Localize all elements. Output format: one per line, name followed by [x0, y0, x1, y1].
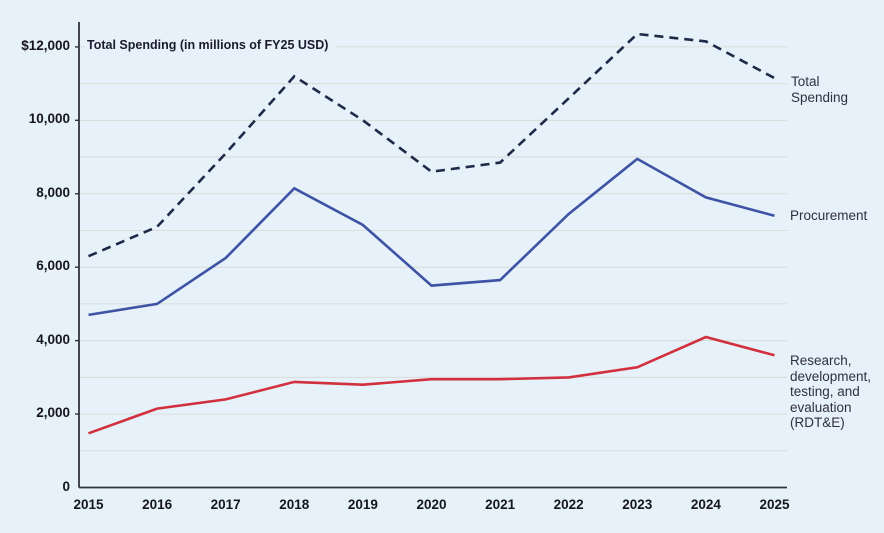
- series-label-line: Procurement: [790, 208, 868, 223]
- x-axis-label-2019: 2019: [347, 497, 378, 512]
- chart-title: Total Spending (in millions of FY25 USD): [85, 37, 337, 53]
- y-axis-label-12000: $12,000: [21, 37, 70, 53]
- series-label-line: testing, and: [790, 384, 860, 399]
- x-axis-label-2023: 2023: [622, 497, 653, 512]
- series-label-line: Spending: [791, 89, 849, 105]
- series-label-line: Research,: [790, 353, 852, 368]
- series-line-total-spending: [87, 32, 776, 258]
- x-axis-label-2024: 2024: [690, 497, 721, 512]
- series-line-research-development-testing-and-evaluation-rdt-e: [88, 335, 775, 435]
- series-line-procurement: [88, 157, 775, 317]
- x-axis-label-2021: 2021: [485, 497, 516, 512]
- y-axis-label-10000: 10,000: [28, 111, 70, 127]
- series-label-line: Total: [791, 74, 820, 89]
- series-label-total-spending: Total Spending: [791, 74, 848, 105]
- x-axis-label-2022: 2022: [553, 497, 584, 512]
- y-axis-label-8000: 8,000: [36, 184, 70, 200]
- x-axis-label-2016: 2016: [142, 497, 173, 512]
- series-label-research-development-testing-and-evaluation-rdt-e: Research, development, testing, and evaluat…: [790, 353, 871, 431]
- x-axis-label-2017: 2017: [210, 497, 241, 512]
- series-label-line: (RDT&E): [790, 415, 845, 430]
- series-label-line: evaluation: [790, 399, 852, 415]
- x-axis-label-2025: 2025: [759, 497, 790, 512]
- y-axis-label-2000: 2,000: [36, 405, 70, 421]
- x-axis-label-2018: 2018: [279, 497, 310, 512]
- y-axis-label-6000: 6,000: [36, 258, 70, 274]
- y-axis-label-4000: 4,000: [36, 331, 70, 347]
- series-label-procurement: Procurement: [790, 208, 867, 224]
- y-axis-label-0: 0: [62, 478, 70, 494]
- x-axis-label-2015: 2015: [73, 497, 104, 512]
- series-label-line: development,: [790, 368, 872, 384]
- x-axis-label-2020: 2020: [416, 497, 447, 512]
